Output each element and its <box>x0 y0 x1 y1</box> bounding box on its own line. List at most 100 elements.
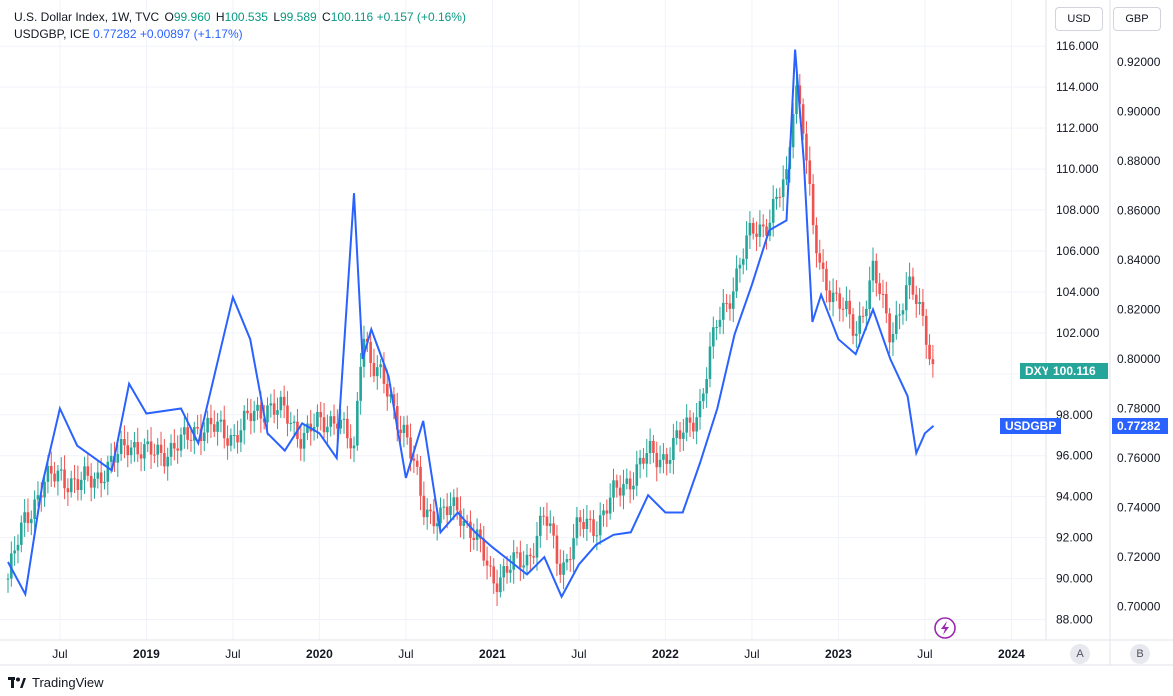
time-tick-label: 2023 <box>825 647 852 661</box>
gbp-scale-button[interactable]: GBP <box>1113 7 1161 31</box>
dxy-candle <box>465 514 469 528</box>
dxy-candle <box>485 546 489 580</box>
dxy-candle <box>103 470 106 490</box>
dxy-candle <box>269 393 273 418</box>
usdgbp-value: 0.77282 <box>93 27 137 41</box>
dxy-candle <box>815 217 818 268</box>
dxy-candle <box>911 267 915 300</box>
gbp-tick-label: 0.70000 <box>1117 600 1161 614</box>
dxy-candle <box>868 266 871 319</box>
dxy-candle <box>23 499 26 537</box>
dxy-low-value: 99.589 <box>280 10 317 24</box>
dxy-candle <box>761 214 765 238</box>
footer-brand[interactable]: TradingView <box>8 675 104 690</box>
dxy-candle <box>482 525 486 567</box>
dxy-candle <box>825 260 828 303</box>
dxy-candle <box>552 516 555 549</box>
dxy-candle <box>66 478 70 506</box>
usd-price-axis[interactable]: 88.00090.00092.00094.00096.00098.000100.… <box>1056 39 1100 626</box>
dxy-candle <box>159 431 163 466</box>
dxy-candle <box>658 445 662 474</box>
dxy-candle <box>83 456 86 494</box>
dxy-candle <box>558 549 562 583</box>
usd-scale-button[interactable]: USD <box>1055 7 1103 31</box>
gbp-price-axis[interactable]: 0.70000 0.72000 0.74000 0.76000 0.78000 0.800… <box>1117 55 1161 614</box>
dxy-candle <box>222 405 226 449</box>
dxy-candle <box>322 402 326 439</box>
dxy-candle <box>189 427 193 452</box>
auto-scale-badge-a[interactable]: A <box>1070 644 1090 664</box>
usd-tick-label: 90.000 <box>1056 572 1093 586</box>
dxy-candle <box>236 420 239 454</box>
dxy-candle <box>246 398 249 420</box>
lightning-icon[interactable] <box>934 617 956 639</box>
usd-tick-label: 106.000 <box>1056 244 1100 258</box>
dxy-candle <box>692 412 695 440</box>
dxy-candle <box>279 390 283 418</box>
usdgbp-legend[interactable]: USDGBP, ICE 0.77282 +0.00897 (+1.17%) <box>14 27 243 42</box>
dxy-candle <box>442 498 446 520</box>
dxy-candle <box>924 309 928 359</box>
dxy-candle <box>575 506 579 546</box>
dxy-candle <box>86 452 90 482</box>
dxy-candle <box>79 471 83 501</box>
dxy-candle <box>768 209 772 242</box>
dxy-candle <box>682 418 685 451</box>
dxy-candle <box>53 461 56 488</box>
dxy-legend[interactable]: U.S. Dollar Index, 1W, TVC O99.960 H100.… <box>14 10 466 25</box>
dxy-candle <box>662 443 665 474</box>
dxy-candle <box>625 468 629 490</box>
dxy-candle <box>725 293 728 313</box>
dxy-candle <box>718 306 722 335</box>
dxy-candle <box>525 544 529 575</box>
gbp-tick-label: 0.88000 <box>1117 154 1161 168</box>
dxy-candle <box>202 422 206 452</box>
dxy-candle <box>109 443 113 474</box>
dxy-candle <box>888 307 891 354</box>
footer-brand-text: TradingView <box>32 675 104 690</box>
dxy-candle <box>462 508 466 540</box>
dxy-candle <box>492 558 496 594</box>
dxy-candle <box>565 553 569 571</box>
usd-tick-label: 110.000 <box>1056 162 1099 176</box>
dxy-candle <box>186 412 189 450</box>
dxy-candle <box>252 400 256 433</box>
dxy-candle <box>356 392 359 451</box>
usdgbp-series-tag: USDGBP <box>1000 418 1062 435</box>
dxy-candle <box>183 416 186 449</box>
dxy-candle <box>212 410 216 438</box>
dxy-candle <box>326 414 329 447</box>
dxy-candle <box>572 523 575 573</box>
dxy-candle <box>156 438 160 468</box>
dxy-candle <box>346 405 349 449</box>
dxy-candle <box>632 472 635 500</box>
dxy-close-value: 100.116 <box>330 10 374 24</box>
dxy-candle <box>329 410 333 437</box>
dxy-candle <box>901 303 905 325</box>
dxy-high-value: 100.535 <box>224 10 268 24</box>
dxy-candle <box>339 409 342 435</box>
dxy-candle <box>738 257 742 283</box>
dxy-candle <box>602 503 605 527</box>
dxy-candle <box>555 525 559 577</box>
dxy-candle <box>808 146 812 196</box>
dxy-high-label: H <box>215 10 225 24</box>
dxy-candle <box>582 508 585 538</box>
dxy-candle <box>548 510 552 534</box>
dxy-candle <box>469 510 472 553</box>
dxy-candle <box>781 165 785 212</box>
dxy-candle <box>116 444 120 477</box>
dxy-candle <box>928 334 931 366</box>
dxy-candle <box>359 353 362 415</box>
dxy-candle <box>828 280 832 311</box>
dxy-candle <box>249 399 253 435</box>
dxy-candle <box>845 286 848 317</box>
dxy-candle <box>655 441 659 482</box>
dxy-candle <box>875 253 878 297</box>
auto-scale-badge-b[interactable]: B <box>1130 644 1150 664</box>
dxy-candle <box>585 505 589 541</box>
time-axis[interactable]: Jul 2019 Jul 2020 Jul 2021 Jul 2022 Jul 2023 Jul 20… <box>52 647 1025 661</box>
dxy-candle <box>618 475 622 507</box>
dxy-change: +0.157 (+0.16%) <box>376 10 466 24</box>
